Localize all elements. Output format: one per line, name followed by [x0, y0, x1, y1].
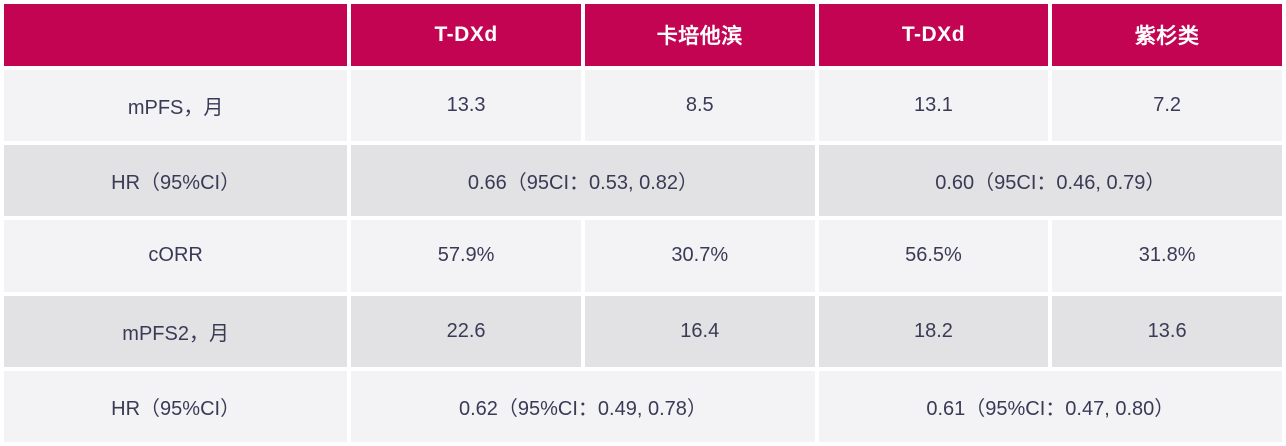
row-label: HR（95%CI） [4, 145, 348, 217]
row-label: mPFS2，月 [4, 295, 348, 367]
table-row-mpfs: mPFS，月 13.3 8.5 13.1 7.2 [4, 70, 1282, 142]
cell-value: 18.2 [818, 295, 1049, 367]
cell-value: 13.6 [1052, 295, 1282, 367]
cell-merged-hr: 0.61（95%CI：0.47, 0.80） [818, 370, 1282, 442]
cell-merged-hr: 0.60（95CI：0.46, 0.79） [818, 145, 1282, 217]
row-label: HR（95%CI） [4, 370, 348, 442]
table-row-hr-1: HR（95%CI） 0.66（95CI：0.53, 0.82） 0.60（95C… [4, 145, 1282, 217]
cell-value: 31.8% [1052, 220, 1282, 292]
cell-value: 16.4 [584, 295, 815, 367]
cell-value: 13.1 [818, 70, 1049, 142]
header-col-taxane: 紫杉类 [1052, 4, 1282, 66]
row-label: mPFS，月 [4, 70, 348, 142]
cell-value: 7.2 [1052, 70, 1282, 142]
header-col-capecitabine: 卡培他滨 [584, 4, 815, 66]
cell-value: 30.7% [584, 220, 815, 292]
table-row-corr: cORR 57.9% 30.7% 56.5% 31.8% [4, 220, 1282, 292]
cell-value: 22.6 [351, 295, 581, 367]
cell-value: 13.3 [351, 70, 581, 142]
table-header-row: T-DXd 卡培他滨 T-DXd 紫杉类 [4, 4, 1282, 66]
cell-value: 8.5 [584, 70, 815, 142]
header-col-tdxd-2: T-DXd [818, 4, 1049, 66]
table-row-hr-2: HR（95%CI） 0.62（95%CI：0.49, 0.78） 0.61（95… [4, 370, 1282, 442]
cell-value: 57.9% [351, 220, 581, 292]
cell-merged-hr: 0.62（95%CI：0.49, 0.78） [351, 370, 815, 442]
cell-value: 56.5% [818, 220, 1049, 292]
row-label: cORR [4, 220, 348, 292]
header-corner-cell [4, 4, 348, 66]
table-row-mpfs2: mPFS2，月 22.6 16.4 18.2 13.6 [4, 295, 1282, 367]
header-col-tdxd-1: T-DXd [351, 4, 581, 66]
cell-merged-hr: 0.66（95CI：0.53, 0.82） [351, 145, 815, 217]
